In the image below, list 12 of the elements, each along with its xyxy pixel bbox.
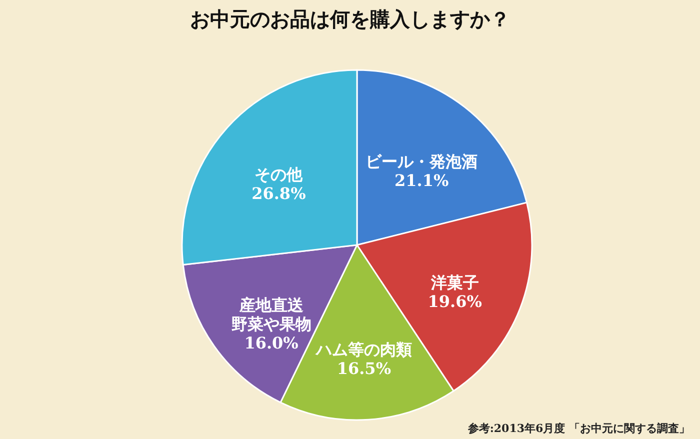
slice-label: 産地直送野菜や果物 bbox=[231, 296, 312, 334]
slice-label: その他 bbox=[254, 165, 304, 184]
slice-label: ハム等の肉類 bbox=[314, 340, 412, 359]
data-label: 16.0% bbox=[244, 334, 298, 353]
slice-label: ビール・発泡酒 bbox=[366, 152, 478, 172]
chart-title: お中元のお品は何を購入しますか？ bbox=[190, 7, 510, 31]
data-label: 16.5% bbox=[336, 358, 392, 378]
data-label: 26.8% bbox=[252, 184, 306, 204]
data-label: 19.6% bbox=[428, 292, 482, 312]
text: 参考:2013年6月度 「お中元に関する調査」 bbox=[466, 422, 690, 435]
slice-label: 洋菓子 bbox=[430, 273, 479, 292]
data-label: 21.1% bbox=[394, 171, 449, 190]
